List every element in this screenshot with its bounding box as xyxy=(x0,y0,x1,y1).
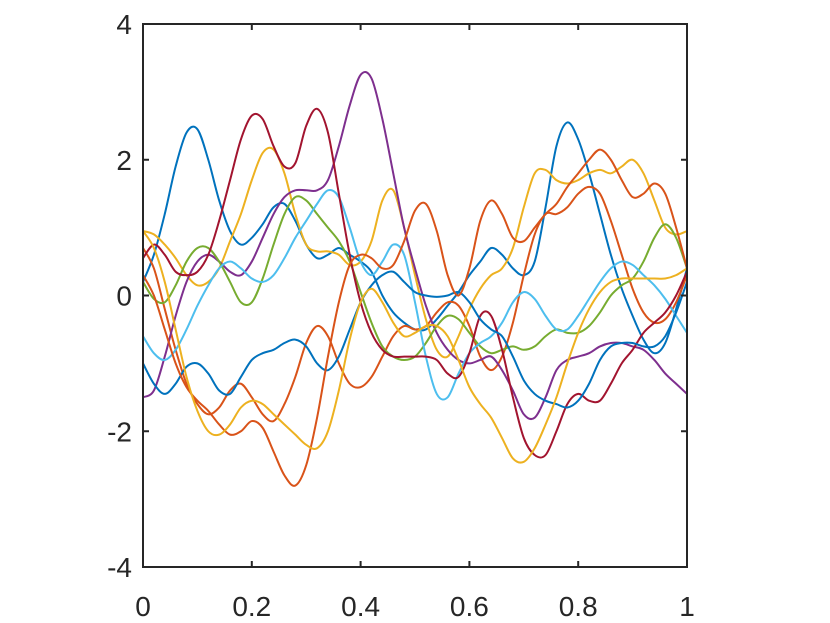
series-line-1 xyxy=(142,121,688,355)
x-tick-label: 0 xyxy=(135,591,151,622)
series-line-7 xyxy=(142,107,688,459)
series-line-8 xyxy=(142,270,688,409)
x-tick-label: 0.2 xyxy=(232,591,271,622)
x-tick-label: 1 xyxy=(679,591,695,622)
y-axis-tick-labels: -4 -2 0 2 4 xyxy=(107,9,132,583)
series-line-4 xyxy=(142,71,688,421)
series-line-10 xyxy=(142,230,688,464)
series-line-6 xyxy=(142,188,688,401)
y-tick-label: 0 xyxy=(116,281,132,312)
axis-ticks xyxy=(142,23,688,568)
axes-box xyxy=(142,23,688,568)
series-line-3 xyxy=(142,146,688,359)
series-line-9 xyxy=(142,148,688,487)
y-tick-label: -4 xyxy=(107,552,132,583)
series-line-2 xyxy=(142,185,688,423)
series-lines xyxy=(142,71,688,487)
x-axis-tick-labels: 0 0.2 0.4 0.6 0.8 1 xyxy=(135,591,695,622)
y-tick-label: 4 xyxy=(116,9,132,40)
y-tick-label: -2 xyxy=(107,416,132,447)
x-tick-label: 0.4 xyxy=(341,591,380,622)
x-tick-label: 0.6 xyxy=(450,591,489,622)
y-tick-label: 2 xyxy=(116,145,132,176)
x-tick-label: 0.8 xyxy=(559,591,598,622)
